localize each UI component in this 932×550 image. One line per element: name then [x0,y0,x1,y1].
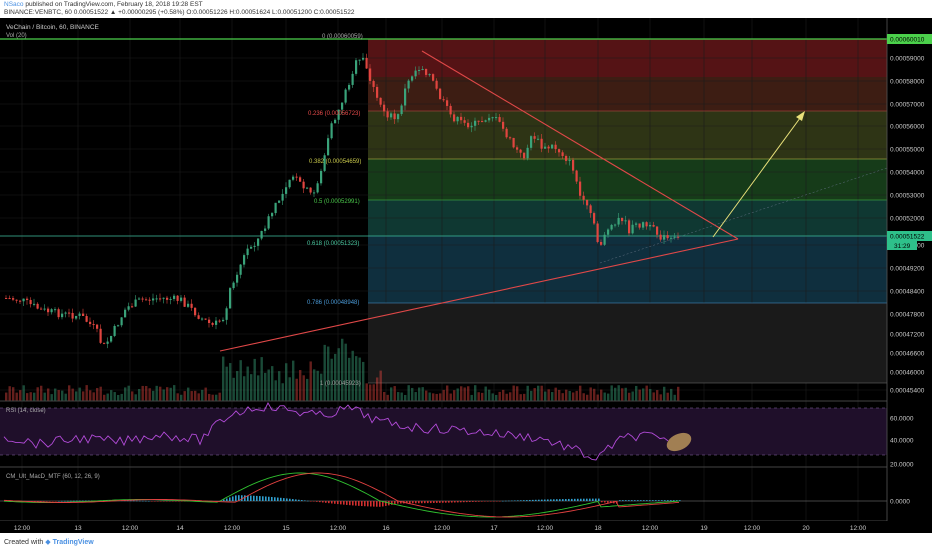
volume-label: Vol (20) [6,33,27,39]
trend-lines[interactable] [219,50,888,352]
countdown-text: 31:29 [894,243,911,250]
time-tick-label: 12:00 [642,525,659,532]
volume-bars [5,338,680,401]
time-tick-label: 12:00 [744,525,761,532]
tradingview-brand[interactable]: TradingView [52,539,94,546]
target-arrow-head [796,111,805,121]
countdown-tag [887,241,917,250]
price-tick-label: 0.00047800 [890,312,925,319]
target-arrow-line [712,113,804,238]
rsi-tick-label: 60.0000 [890,416,914,423]
rsi-label: RSI (14, close) [6,408,46,414]
macd-tick-label: 0.0000 [890,499,910,506]
fib-label-0786: 0.786 (0.00048948) [307,300,359,306]
time-tick-label: 16 [382,525,390,532]
time-tick-label: 12:00 [850,525,867,532]
price-tick-label: 0.00057000 [890,102,925,109]
fib-label-0382: 0.382 (0.00054659) [309,159,361,165]
fib-lines [0,38,887,384]
time-tick-label: 13 [74,525,82,532]
footer: Created with ◆ TradingView [0,533,932,550]
chart-area[interactable]: 0 (0.00060059) 0.236 (0.00056723) 0.382 … [0,18,932,533]
price-tick-label: 0.00049200 [890,266,925,273]
time-tick-label: 12:00 [224,525,241,532]
price-tick-label: 0.00056000 [890,124,925,131]
rsi-pane[interactable]: RSI (14, close) [0,402,887,461]
fib-label-1: 1 (0.00045923) [320,381,361,387]
price-tick-label: 0.00047200 [890,332,925,339]
time-tick-label: 20 [802,525,810,532]
price-axis[interactable]: 0.00059000 0.00058000 0.00057000 0.00056000… [886,18,932,521]
created-with-text: Created with [4,539,44,546]
price-tick-label: 0.00048400 [890,289,925,296]
time-tick-label: 17 [490,525,498,532]
published-text: published on TradingView.com, February 1… [25,1,203,8]
time-tick-label: 12:00 [122,525,139,532]
fib-label-0236: 0.236 (0.00056723) [308,111,360,117]
fib-label-0618: 0.618 (0.00051323) [307,241,359,247]
fib-label-05: 0.5 (0.00052991) [314,199,360,205]
high-price-tag-text: 0.00060010 [890,37,925,44]
time-tick-label: 12:00 [14,525,31,532]
fib-zones [368,39,887,383]
ascending-trendline [219,238,739,352]
time-tick-label: 15 [282,525,290,532]
fib-labels: 0 (0.00060059) 0.236 (0.00056723) 0.382 … [307,34,363,387]
rsi-tick-label: 20.0000 [890,462,914,469]
fib-label-0: 0 (0.00060059) [322,34,363,40]
tradingview-logo-icon: ◆ [45,539,51,546]
macd-pane[interactable]: CM_Ult_MacD_MTF (60, 12, 26, 9) [0,472,887,518]
time-tick-label: 14 [176,525,184,532]
chart-canvas[interactable]: 0 (0.00060059) 0.236 (0.00056723) 0.382 … [0,18,932,533]
price-tick-label: 0.00046000 [890,370,925,377]
price-tick-label: 0.00054000 [890,170,925,177]
time-tick-label: 18 [594,525,602,532]
macd-line [3,472,680,518]
descending-trendline [421,50,739,240]
high-price-tag [887,34,932,44]
last-price-tag-text: 0.00051522 [890,234,925,241]
price-tick-label: 0.00045400 [890,388,925,395]
time-tick-label: 19 [700,525,708,532]
author-link[interactable]: NSaco [4,1,24,8]
time-axis[interactable]: 12:00 13 12:00 14 12:00 15 12:00 16 12:00 17 12:00… [0,521,932,533]
ohlc-line: BINANCE:VENBTC, 60 0.00051522 ▲ +0.00000… [4,9,355,16]
rsi-tick-label: 40.0000 [890,438,914,445]
macd-label: CM_Ult_MacD_MTF (60, 12, 26, 9) [6,474,100,480]
time-tick-label: 12:00 [537,525,554,532]
price-tick-label: 0.00059000 [890,56,925,63]
price-tick-label: 0.00052000 [890,216,925,223]
price-tick-label: 0.00055000 [890,147,925,154]
price-tick-label: 0.00053000 [890,193,925,200]
last-price-tag [887,231,932,241]
price-tick-label: 0.00046600 [890,351,925,358]
time-tick-label: 12:00 [330,525,347,532]
time-tick-label: 12:00 [434,525,451,532]
price-tick-label: 0.00058000 [890,79,925,86]
signal-line [3,472,680,518]
rsi-line [3,402,669,461]
chart-title: VeChain / Bitcoin, 60, BINANCE [6,24,100,31]
macd-histogram [4,495,681,507]
price-candles [5,53,680,349]
rsi-highlight [666,432,692,452]
publication-header: NSaco published on TradingView.com, Febr… [0,0,932,18]
